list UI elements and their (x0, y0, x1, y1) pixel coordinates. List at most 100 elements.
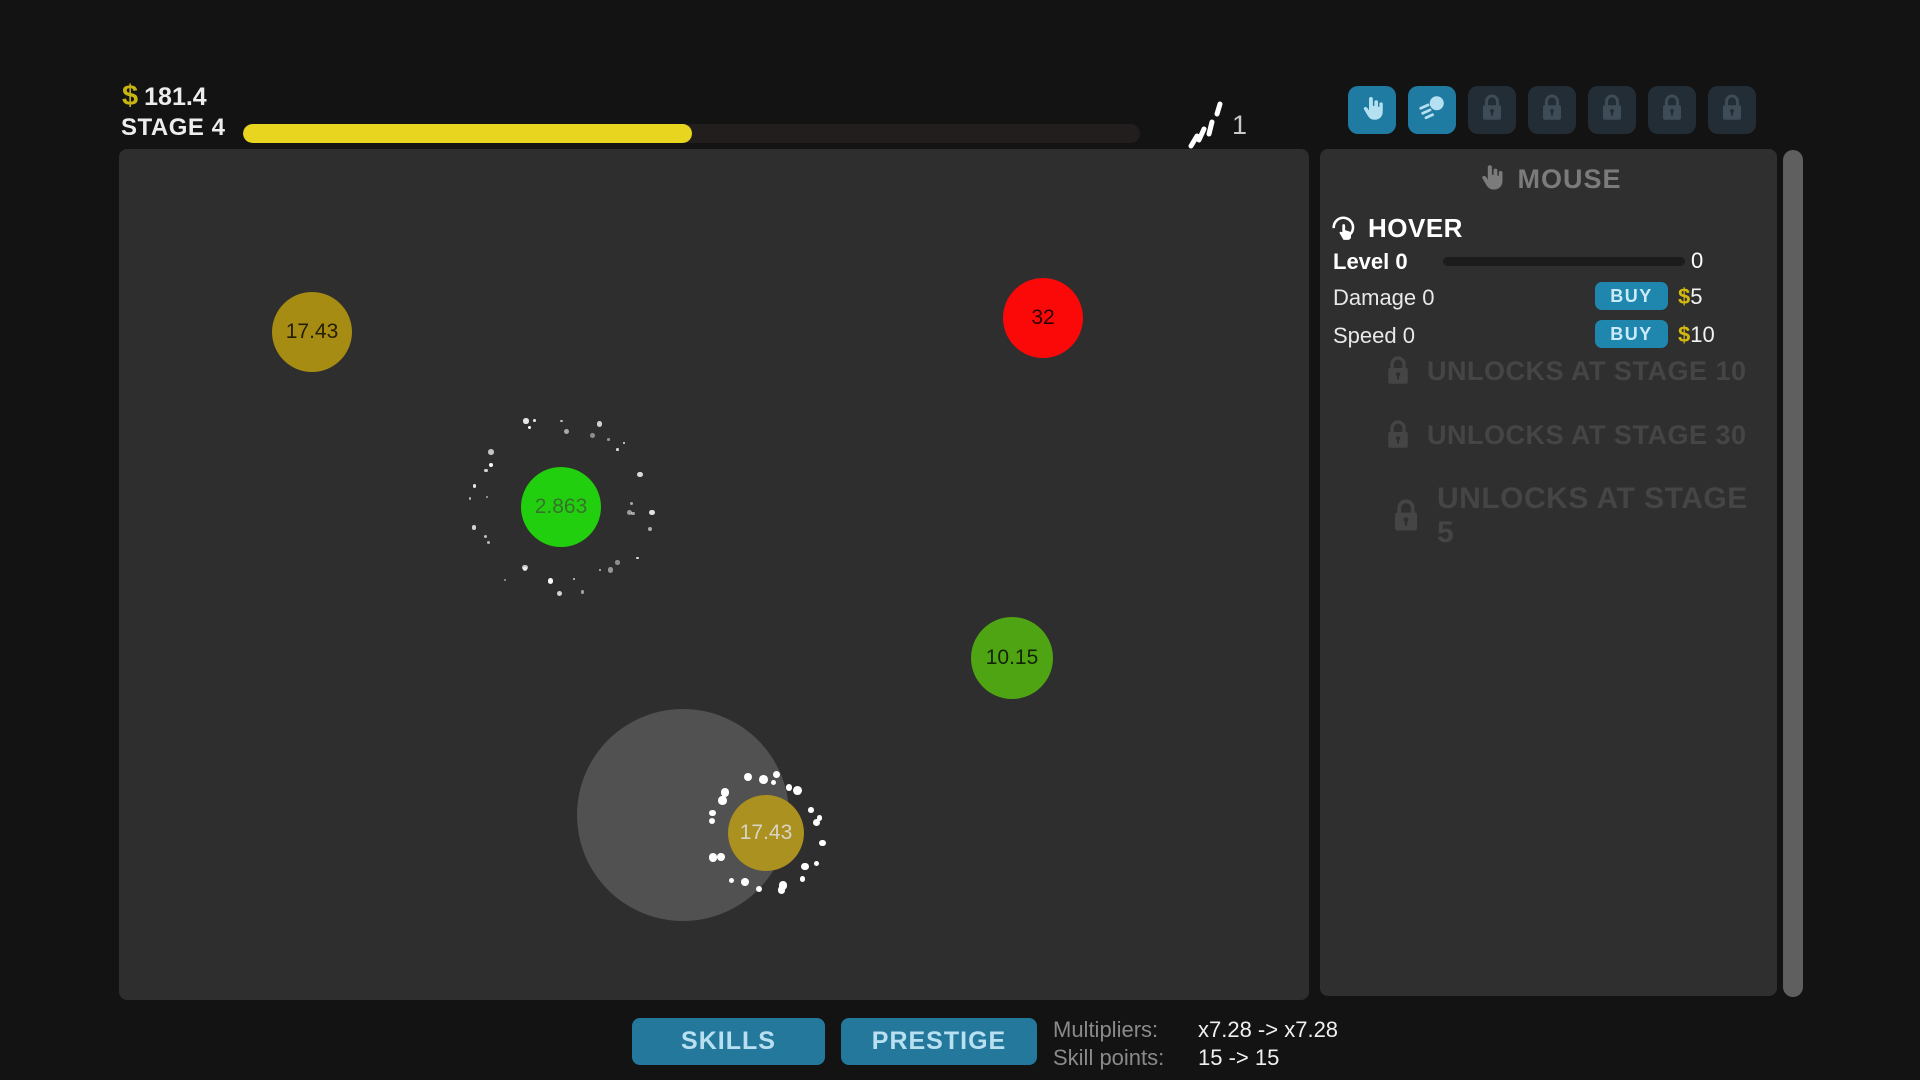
click-burst-icon (1186, 100, 1230, 157)
particle-dot (607, 567, 614, 573)
particle-dot (471, 525, 477, 531)
particle-dot (744, 772, 753, 781)
particle-dot (759, 775, 768, 785)
particle-dot (728, 878, 735, 884)
buy-speed-button[interactable]: BUY (1595, 320, 1668, 348)
currency-icon: $ (122, 80, 139, 112)
tab-locked-3 (1588, 86, 1636, 134)
particle-dot (801, 862, 809, 871)
upgrade-tab-row (1348, 86, 1756, 134)
tab-comet[interactable] (1408, 86, 1456, 134)
upgrade-header: HOVER (1330, 211, 1463, 246)
particle-dot (547, 578, 554, 584)
ball[interactable]: 2.863 (521, 467, 601, 547)
tab-locked-1 (1468, 86, 1516, 134)
particle-dot (785, 784, 792, 791)
particle-dot (630, 511, 635, 516)
locked-upgrade-label: UNLOCKS AT STAGE 30 (1427, 419, 1747, 450)
prestige-button[interactable]: PRESTIGE (841, 1018, 1037, 1065)
particle-dot (813, 861, 819, 867)
tab-locked-5 (1708, 86, 1756, 134)
lock-icon (1383, 354, 1413, 388)
particle-dot (472, 484, 477, 489)
skills-button[interactable]: SKILLS (632, 1018, 825, 1065)
particle-dot (636, 471, 643, 478)
particle-dot (629, 501, 633, 505)
particle-dot (488, 462, 493, 467)
particle-dot (560, 419, 564, 423)
particle-dot (527, 425, 532, 430)
multipliers-label: Multipliers: (1053, 1017, 1159, 1042)
particle-dot (718, 796, 727, 805)
particle-dot (778, 881, 787, 890)
ball[interactable]: 10.15 (971, 617, 1053, 699)
click-effect: 1 (1186, 100, 1247, 157)
hand-pointer-icon (1357, 93, 1387, 128)
hand-pointer-icon (1475, 161, 1507, 198)
particle-dot (488, 449, 494, 455)
buy-damage-button[interactable]: BUY (1595, 282, 1668, 310)
ball[interactable]: 17.43 (728, 795, 804, 871)
particle-dot (709, 809, 716, 817)
tab-locked-4 (1648, 86, 1696, 134)
speed-label: Speed 0 (1333, 323, 1415, 348)
locked-upgrade-list: UNLOCKS AT STAGE 10 UNLOCKS AT STAGE 30 UN… (1383, 354, 1763, 580)
particle-dot (522, 566, 527, 571)
click-effect-count: 1 (1232, 110, 1248, 140)
upgrade-name: HOVER (1368, 213, 1463, 243)
lock-icon (1717, 93, 1747, 128)
ball[interactable]: 32 (1003, 278, 1083, 358)
stage-label: STAGE 4 (121, 114, 226, 141)
money-display: $ 181.4 (122, 80, 207, 113)
particle-dot (564, 429, 570, 435)
particle-dot (622, 441, 626, 445)
particle-dot (486, 540, 490, 544)
panel-scrollbar[interactable] (1783, 150, 1803, 997)
particle-dot (598, 568, 602, 572)
particle-dot (771, 779, 777, 785)
particle-dot (772, 771, 780, 779)
particle-dot (616, 448, 619, 451)
particle-dot (590, 433, 596, 439)
panel-title: MOUSE (1517, 164, 1622, 194)
tab-mouse[interactable] (1348, 86, 1396, 134)
locked-upgrade-label: UNLOCKS AT STAGE 10 (1427, 355, 1747, 386)
level-progress-bar (1443, 257, 1685, 266)
particle-dot (607, 438, 610, 441)
particle-dot (533, 419, 536, 422)
tab-locked-2 (1528, 86, 1576, 134)
panel-header: MOUSE (1320, 161, 1777, 198)
locked-upgrade-label: UNLOCKS AT STAGE 5 (1437, 482, 1748, 549)
skill-points-label: Skill points: (1053, 1045, 1165, 1070)
lock-icon (1657, 93, 1687, 128)
locked-upgrade-row: UNLOCKS AT STAGE 5 (1383, 482, 1763, 550)
ball[interactable]: 17.43 (272, 292, 352, 372)
particle-dot (648, 527, 653, 532)
particle-dot (793, 786, 802, 796)
damage-label: Damage 0 (1333, 285, 1435, 310)
particle-dot (716, 853, 725, 862)
particle-dot (816, 815, 823, 821)
particle-dot (649, 509, 655, 515)
multipliers-value: x7.28 -> x7.28 (1198, 1017, 1339, 1042)
skill-points-value: 15 -> 15 (1198, 1045, 1280, 1070)
particle-dot (557, 591, 563, 597)
damage-row: Damage 0 BUY $5 (1333, 282, 1763, 312)
lock-icon (1383, 418, 1413, 452)
hover-tap-icon (1330, 211, 1360, 246)
particle-dot (721, 788, 730, 797)
particle-dot (636, 556, 640, 560)
particle-dot (486, 495, 489, 498)
particle-dot (573, 578, 576, 581)
lock-icon (1477, 93, 1507, 128)
game-area[interactable]: 17.43 32 2.863 10.15 17.43 (119, 149, 1309, 1000)
particle-dot (484, 468, 488, 473)
upgrade-panel: MOUSE HOVER Level 0 0 Damage 0 BUY $5 Sp… (1320, 149, 1777, 996)
currency-icon: $ (1678, 322, 1691, 347)
lock-icon (1537, 93, 1567, 128)
particle-dot (808, 807, 814, 813)
comet-icon (1417, 93, 1447, 128)
level-label: Level 0 (1333, 249, 1408, 274)
particle-dot (523, 418, 529, 424)
stage-progress-fill (243, 124, 692, 143)
